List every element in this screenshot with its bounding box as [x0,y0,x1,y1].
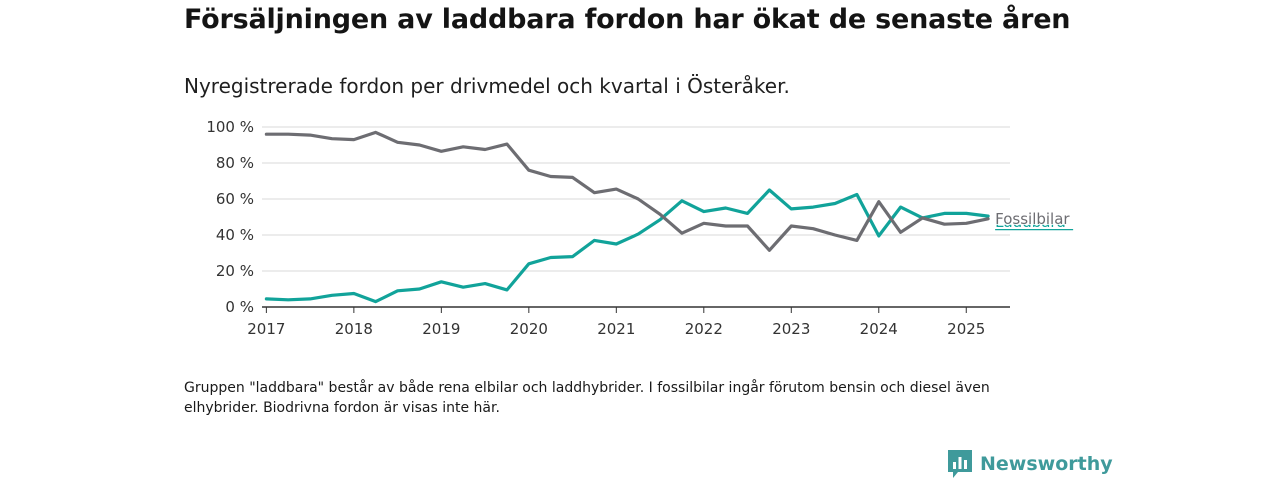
y-tick-label: 40 % [216,226,254,244]
x-tick-label: 2018 [335,320,373,338]
x-tick-label: 2021 [597,320,635,338]
y-tick-label: 60 % [216,190,254,208]
series-line-fossilbilar [264,130,990,252]
x-tick-label: 2019 [422,320,460,338]
footnote: Gruppen "laddbara" består av både rena e… [184,380,990,416]
y-tick-label: 20 % [216,262,254,280]
series-labels: LaddbaraFossilbilar [993,209,1084,231]
x-tick-label: 2022 [685,320,723,338]
bar-chart-logo-icon [948,450,972,478]
label-backdrop [993,209,1084,225]
chart-title: Försäljningen av laddbara fordon har öka… [184,4,1071,35]
y-tick-label: 100 % [206,118,254,136]
series-line-laddbara [264,188,990,304]
x-tick-label: 2017 [247,320,285,338]
y-tick-label: 80 % [216,154,254,172]
x-tick-label: 2025 [947,320,985,338]
x-tick-label: 2024 [860,320,898,338]
series-lines [264,130,990,304]
x-tick-label: 2023 [772,320,810,338]
axes: 0 % 20 % 40 % 60 % 80 % 100 % 2017 2018 2019 2020… [206,118,1010,338]
y-tick-label: 0 % [225,298,254,316]
brand-logo: Newsworthy [948,450,1113,478]
brand-name: Newsworthy [980,453,1113,475]
chart-subtitle: Nyregistrerade fordon per drivmedel och … [184,74,790,98]
series-label-fossilbilar: Fossilbilar [995,210,1070,228]
line-chart: 0 % 20 % 40 % 60 % 80 % 100 % 2017 2018 2019 2020… [206,118,1084,338]
x-tick-label: 2020 [510,320,548,338]
